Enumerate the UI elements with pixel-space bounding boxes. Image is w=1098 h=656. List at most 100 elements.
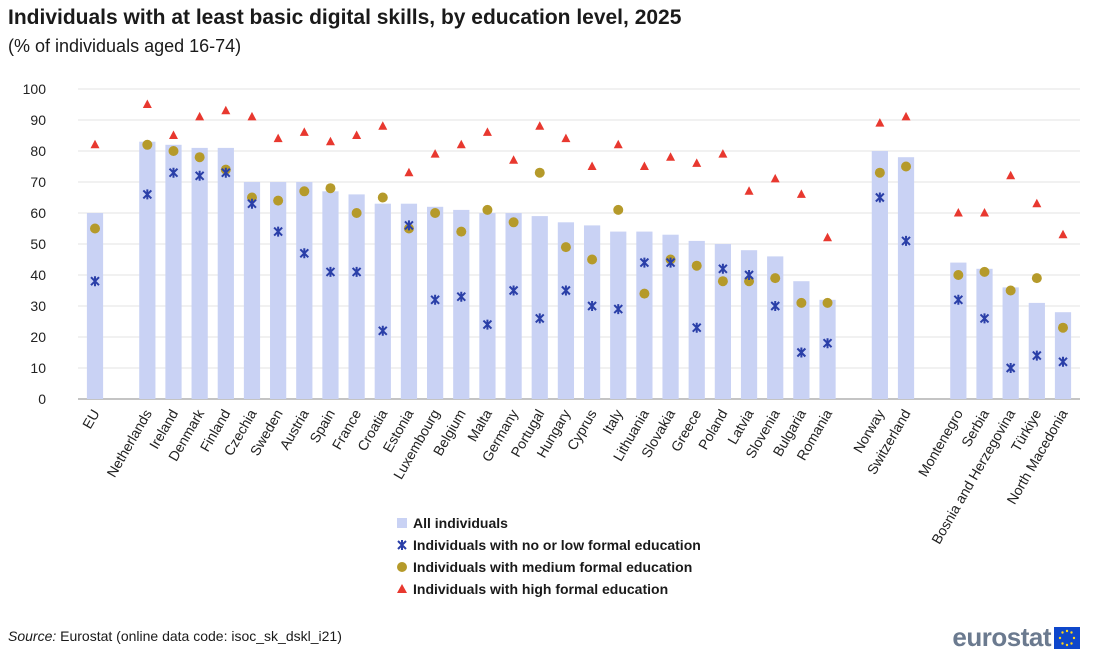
bar-all-individuals [505, 213, 522, 399]
bar-all-individuals [322, 191, 339, 399]
bar-all-individuals [400, 203, 418, 399]
marker-high-education [823, 232, 833, 242]
bar-all-individuals [1002, 287, 1019, 399]
bar-all-individuals [374, 203, 391, 399]
marker-low-education [1005, 363, 1016, 373]
legend-item-medium: Individuals with medium formal education [395, 556, 701, 578]
marker-medium-education [691, 260, 702, 271]
legend-cross-icon [395, 538, 409, 552]
marker-high-education [221, 105, 231, 115]
marker-medium-education [273, 195, 284, 206]
marker-low-education [404, 220, 414, 231]
marker-medium-education [953, 270, 964, 280]
y-axis-ticks: 0 10 20 30 40 50 60 70 80 90 100 [23, 81, 47, 407]
legend-label-high: Individuals with high formal education [413, 581, 669, 597]
marker-high-education [195, 111, 205, 121]
marker-low-education [561, 285, 571, 296]
source-note: Source: Eurostat (online data code: isoc… [8, 628, 342, 644]
bar-all-individuals [793, 281, 810, 399]
marker-high-education [796, 189, 806, 198]
marker-low-education [247, 198, 257, 209]
marker-medium-education [979, 266, 990, 277]
marker-low-education [351, 266, 362, 277]
markers [90, 99, 1068, 373]
marker-medium-education [194, 152, 205, 163]
marker-medium-education [717, 276, 728, 287]
marker-high-education [1058, 229, 1068, 239]
marker-medium-education [874, 167, 885, 178]
marker-low-education [639, 257, 650, 268]
marker-low-education [378, 325, 388, 336]
legend-triangle-icon [395, 582, 409, 596]
bar-all-individuals [767, 256, 784, 399]
marker-medium-education [142, 139, 153, 150]
marker-low-education [692, 322, 702, 333]
marker-low-education [1058, 356, 1068, 367]
marker-low-education [90, 276, 100, 287]
marker-medium-education [482, 204, 493, 215]
marker-high-education [430, 149, 440, 158]
bar-all-individuals [479, 213, 496, 399]
marker-high-education [561, 133, 571, 143]
marker-high-education [404, 167, 414, 177]
x-tick-label: EU [79, 407, 103, 432]
marker-high-education [639, 161, 649, 170]
marker-low-education [221, 167, 231, 178]
marker-high-education [770, 173, 780, 183]
bar-all-individuals [139, 141, 156, 399]
marker-low-education [535, 313, 545, 324]
marker-high-education [744, 186, 754, 195]
marker-low-education [953, 294, 964, 305]
marker-high-education [587, 161, 597, 170]
bar-all-individuals [688, 240, 705, 399]
y-tick-label: 60 [30, 205, 46, 221]
marker-low-education [718, 263, 728, 274]
bar-all-individuals [191, 147, 208, 399]
marker-high-education [901, 111, 911, 121]
eurostat-logo: eurostat [952, 622, 1080, 653]
marker-high-education [247, 111, 257, 121]
bar-all-individuals [531, 216, 548, 399]
marker-low-education [665, 257, 676, 268]
chart-subtitle: (% of individuals aged 16-74) [8, 36, 242, 56]
bar-all-individuals [662, 234, 679, 399]
bar-all-individuals [348, 194, 365, 399]
legend-item-high: Individuals with high formal education [395, 578, 701, 600]
marker-low-education [168, 167, 179, 178]
marker-high-education [482, 127, 492, 136]
marker-high-education [142, 99, 152, 108]
marker-low-education [482, 319, 493, 330]
marker-medium-education [1031, 273, 1042, 284]
bar-all-individuals [897, 157, 915, 399]
bar-all-individuals [976, 268, 993, 399]
marker-high-education [613, 139, 623, 149]
marker-high-education [90, 139, 100, 149]
legend-label-all: All individuals [413, 515, 508, 531]
y-tick-label: 0 [38, 391, 46, 407]
legend: All individuals Individuals with no or l… [395, 512, 701, 600]
chart-title: Individuals with at least basic digital … [8, 6, 682, 29]
bar-all-individuals [296, 182, 313, 399]
marker-high-education [1032, 198, 1042, 208]
bar-all-individuals [1054, 312, 1072, 399]
bar-all-individuals [583, 225, 601, 399]
marker-medium-education [560, 242, 571, 253]
bar-all-individuals [165, 144, 182, 399]
marker-medium-education [613, 204, 624, 215]
bar-all-individuals [557, 222, 575, 399]
marker-low-education [770, 301, 780, 311]
y-tick-label: 40 [30, 267, 46, 283]
marker-low-education [299, 248, 310, 259]
bar-all-individuals [819, 299, 836, 399]
marker-high-education [535, 121, 545, 130]
legend-label-medium: Individuals with medium formal education [413, 559, 693, 575]
marker-high-education [352, 130, 362, 139]
marker-medium-education [168, 146, 179, 156]
marker-medium-education [325, 183, 336, 194]
marker-low-education [587, 301, 597, 311]
y-tick-label: 30 [30, 298, 46, 314]
x-tick-label: Italy [599, 407, 626, 437]
marker-low-education [744, 270, 754, 280]
bar-all-individuals [86, 213, 104, 399]
marker-low-education [194, 170, 205, 181]
